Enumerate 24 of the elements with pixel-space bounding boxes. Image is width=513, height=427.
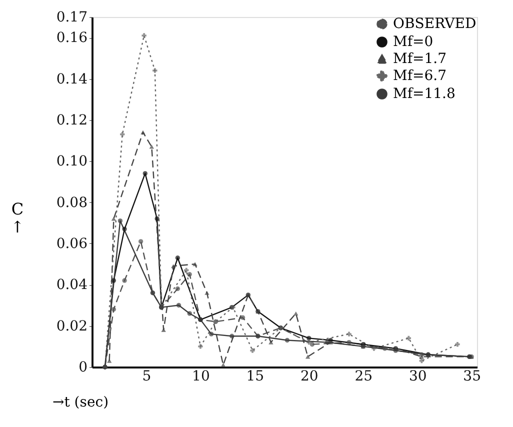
x-axis-title: →t (sec) xyxy=(52,394,109,410)
legend-label: Mf=1.7 xyxy=(393,51,447,67)
x-tick-label: 20 xyxy=(300,368,318,384)
y-tick-label: 0.17 xyxy=(56,10,88,26)
legend-label: Mf=6.7 xyxy=(393,68,447,84)
x-tick-label: 5 xyxy=(142,368,152,384)
x-tick-label: 35 xyxy=(463,368,481,384)
y-tick-label: 0 xyxy=(78,360,88,376)
x-tick-label: 15 xyxy=(246,368,264,384)
y-tick-label: 0.10 xyxy=(56,154,88,170)
legend-label: Mf=11.8 xyxy=(393,86,456,102)
legend-label: Mf=0 xyxy=(393,34,434,50)
x-tick-label: 30 xyxy=(408,368,427,384)
legend-label: OBSERVED xyxy=(393,16,476,32)
y-tick-label: 0.08 xyxy=(56,194,88,211)
x-tick-label: 25 xyxy=(354,368,373,384)
x-tick-label: 10 xyxy=(192,368,210,384)
y-tick-label: 0.14 xyxy=(56,71,88,88)
y-tick-label: 0.02 xyxy=(56,318,88,334)
y-tick-label: 0.16 xyxy=(56,30,88,46)
y-axis-title: C ↑ xyxy=(10,200,24,236)
y-tick-label: 0.06 xyxy=(56,236,88,252)
y-tick-label: 0.12 xyxy=(56,112,88,128)
y-tick-label: 0.04 xyxy=(56,277,88,294)
